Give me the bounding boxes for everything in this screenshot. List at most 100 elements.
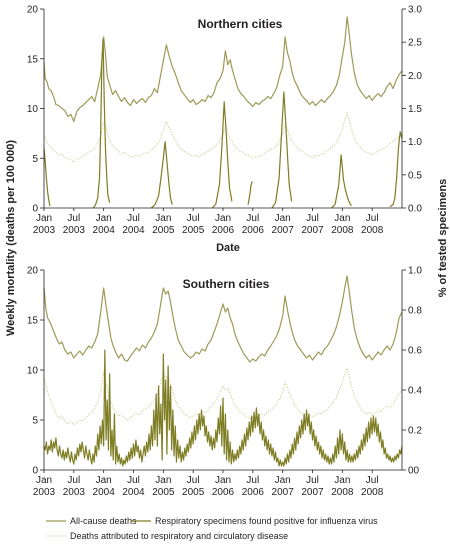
southern-right-tick-label: 0.6 — [408, 346, 422, 357]
northern-series-allcause — [43, 16, 403, 123]
northern-left-tick-label: 5 — [32, 154, 38, 165]
northern-x-tick-year: 2005 — [182, 225, 205, 236]
northern-series-resp-pos-segment-4 — [247, 181, 253, 205]
southern-x-tick-year: 2005 — [182, 487, 205, 498]
northern-right-tick-label: 0.5 — [408, 170, 422, 181]
panel-southern: 05101520000.20.40.60.81.0Jan2003Jul2003J… — [27, 266, 422, 499]
legend-label-allcause: All-cause deaths — [70, 516, 137, 526]
southern-left-tick-label: 15 — [27, 316, 39, 327]
southern-x-tick-month: Jul — [246, 475, 259, 486]
southern-x-tick-year: 2004 — [93, 487, 116, 498]
southern-x-tick-year: 2007 — [301, 487, 324, 498]
southern-x-tick-year: 2007 — [272, 487, 295, 498]
northern-right-tick-label: 2.5 — [408, 38, 422, 49]
northern-x-tick-year: 2005 — [152, 225, 175, 236]
southern-x-tick-year: 2003 — [33, 487, 56, 498]
northern-series-resp-circ — [43, 111, 403, 163]
northern-x-tick-year: 2003 — [33, 225, 56, 236]
northern-x-tick-year: 2003 — [63, 225, 86, 236]
northern-x-tick-month: Jul — [306, 213, 319, 224]
panel-northern-plot — [43, 16, 403, 209]
northern-x-tick-year: 2006 — [242, 225, 265, 236]
northern-x-tick-month: Jan — [215, 213, 231, 224]
northern-right-tick-label: 3.0 — [408, 5, 422, 16]
southern-x-tick-month: Jul — [306, 475, 319, 486]
northern-right-tick-label: 1.0 — [408, 137, 422, 148]
southern-x-tick-month: Jul — [127, 475, 140, 486]
southern-x-tick-month: Jan — [36, 475, 52, 486]
northern-x-tick-month: Jul — [187, 213, 200, 224]
northern-x-tick-month: Jan — [155, 213, 171, 224]
northern-x-tick-month: Jul — [366, 213, 379, 224]
northern-left-tick-label: 20 — [27, 5, 39, 16]
panel-northern-xlabel: Date — [216, 242, 240, 254]
northern-x-tick-month: Jan — [275, 213, 291, 224]
northern-series-resp-pos-segment-6 — [331, 154, 352, 209]
southern-series-resp-pos — [43, 349, 403, 467]
northern-x-tick-year: 2008 — [361, 225, 384, 236]
northern-x-tick-year: 2007 — [301, 225, 324, 236]
northern-series-resp-pos-segment-3 — [211, 101, 233, 209]
left-axis-title: Weekly mortality (deaths per 100 000) — [5, 140, 17, 336]
southern-left-tick-label: 10 — [27, 366, 39, 377]
northern-x-tick-month: Jul — [127, 213, 140, 224]
panel-southern-plot — [43, 275, 403, 467]
northern-x-tick-month: Jul — [246, 213, 259, 224]
legend-label-resp-pos: Respiratory specimens found positive for… — [155, 516, 378, 526]
southern-x-tick-month: Jul — [67, 475, 80, 486]
northern-x-tick-month: Jan — [96, 213, 112, 224]
northern-x-tick-month: Jan — [36, 213, 52, 224]
northern-left-tick-label: 15 — [27, 54, 39, 65]
southern-series-allcause — [43, 275, 403, 363]
southern-right-tick-label: 1.0 — [408, 266, 422, 277]
southern-x-tick-month: Jul — [366, 475, 379, 486]
southern-right-tick-label: 0.4 — [408, 386, 422, 397]
southern-x-tick-month: Jan — [215, 475, 231, 486]
southern-left-tick-label: 20 — [27, 266, 39, 277]
panel-southern-title: Southern cities — [183, 277, 270, 291]
southern-x-tick-year: 2006 — [242, 487, 265, 498]
northern-x-tick-year: 2008 — [331, 225, 354, 236]
northern-series-resp-pos-segment-1 — [92, 38, 111, 209]
southern-x-tick-year: 2008 — [331, 487, 354, 498]
southern-x-tick-year: 2008 — [361, 487, 384, 498]
southern-left-tick-label: 5 — [32, 416, 38, 427]
right-axis-title: % of tested specimens — [437, 179, 449, 298]
southern-x-tick-year: 2006 — [212, 487, 235, 498]
legend-item-resp-circ: Deaths attributed to respiratory and cir… — [46, 531, 288, 541]
southern-x-tick-month: Jan — [155, 475, 171, 486]
legend-item-resp-pos: Respiratory specimens found positive for… — [131, 516, 378, 526]
southern-series-resp-circ — [43, 367, 403, 426]
northern-right-tick-label: 1.5 — [408, 104, 422, 115]
panel-northern-title: Northern cities — [198, 17, 283, 31]
northern-right-tick-label: 2.0 — [408, 71, 422, 82]
northern-series-resp-pos-segment-7 — [389, 131, 403, 208]
southern-x-tick-year: 2003 — [63, 487, 86, 498]
northern-series-resp-pos-segment-5 — [271, 91, 293, 209]
northern-left-tick-label: 0 — [32, 204, 38, 215]
southern-x-tick-year: 2005 — [152, 487, 175, 498]
northern-x-tick-year: 2007 — [272, 225, 295, 236]
northern-x-tick-month: Jul — [67, 213, 80, 224]
northern-series-resp-pos-segment-2 — [150, 141, 173, 209]
southern-left-tick-label: 0 — [32, 466, 38, 477]
panel-northern: 051015200.00.51.01.52.02.53.0Jan2003Jul2… — [27, 5, 422, 255]
northern-right-tick-label: 0.0 — [408, 204, 422, 215]
northern-x-tick-year: 2004 — [122, 225, 145, 236]
southern-x-tick-month: Jul — [187, 475, 200, 486]
southern-x-tick-year: 2004 — [122, 487, 145, 498]
northern-x-tick-year: 2004 — [93, 225, 116, 236]
legend-item-allcause: All-cause deaths — [46, 516, 137, 526]
legend-label-resp-circ: Deaths attributed to respiratory and cir… — [70, 531, 288, 541]
panel-northern-axes: 051015200.00.51.01.52.02.53.0Jan2003Jul2… — [27, 5, 422, 237]
legend: All-cause deaths Respiratory specimens f… — [46, 516, 378, 541]
northern-x-tick-year: 2006 — [212, 225, 235, 236]
southern-right-tick-label: 0.2 — [408, 426, 422, 437]
southern-right-tick-label: 00 — [408, 466, 420, 477]
northern-x-tick-month: Jan — [334, 213, 350, 224]
northern-left-tick-label: 10 — [27, 104, 39, 115]
northern-series-resp-pos-segment-0 — [43, 148, 51, 207]
southern-right-tick-label: 0.8 — [408, 306, 422, 317]
